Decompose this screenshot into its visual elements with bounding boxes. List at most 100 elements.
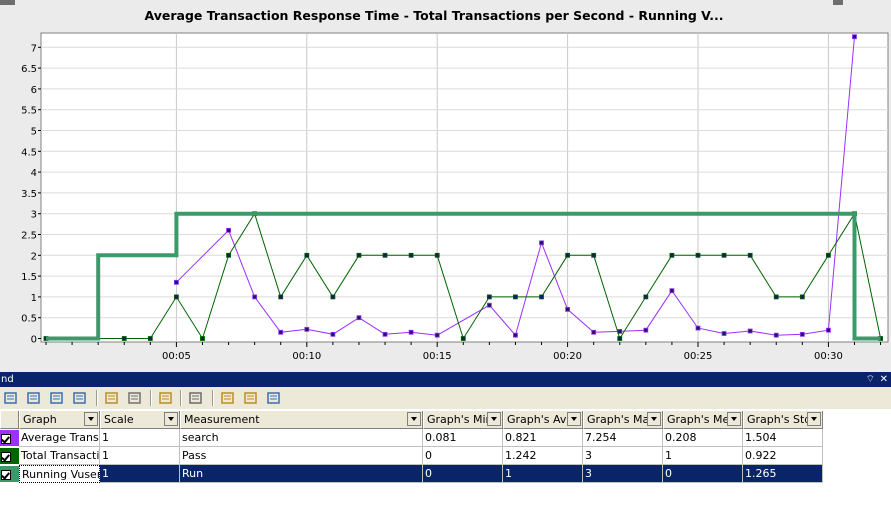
visibility-checkbox[interactable] <box>1 434 11 444</box>
data-point[interactable] <box>226 227 231 233</box>
data-point[interactable] <box>330 294 336 300</box>
data-point[interactable] <box>721 252 727 258</box>
data-point[interactable] <box>591 329 597 335</box>
columns-icon[interactable] <box>188 390 204 406</box>
data-point[interactable] <box>826 327 831 333</box>
data-point[interactable] <box>200 336 205 341</box>
data-point[interactable] <box>826 252 831 258</box>
data-point[interactable] <box>513 332 518 338</box>
data-point[interactable] <box>304 326 310 332</box>
chart-plot[interactable]: 0 0.5 1 1.5 2 2.5 3 3.5 4 4.5 5 5.5 6 6.5 7 00:05 00:10 0… <box>0 0 891 372</box>
print-preview-icon[interactable] <box>158 390 174 406</box>
header-check-column[interactable] <box>0 411 19 429</box>
data-point[interactable] <box>356 315 362 321</box>
cell-scale: 1 <box>100 465 180 483</box>
data-point[interactable] <box>382 252 388 258</box>
dropdown-arrow-icon[interactable] <box>807 412 821 426</box>
data-point[interactable] <box>799 294 805 300</box>
data-point[interactable] <box>773 332 779 338</box>
toolbar-separator <box>212 390 214 406</box>
pin-icon[interactable]: ⌔ <box>865 374 875 385</box>
data-point[interactable] <box>617 336 623 341</box>
dropdown-arrow-icon[interactable] <box>567 412 581 426</box>
data-point[interactable] <box>486 302 492 308</box>
cell-measurement: Pass <box>180 447 423 465</box>
data-point[interactable] <box>852 34 857 40</box>
copy-icon[interactable] <box>127 390 143 406</box>
close-icon[interactable]: ✕ <box>879 374 888 385</box>
export-icon[interactable] <box>104 390 120 406</box>
data-point[interactable] <box>799 331 805 337</box>
data-point[interactable] <box>434 252 440 258</box>
header-std[interactable]: Graph's Std. <box>743 411 823 429</box>
data-point[interactable] <box>278 329 284 335</box>
data-point[interactable] <box>643 294 649 300</box>
legend-icon-c[interactable] <box>266 390 282 406</box>
toolbar-separator <box>150 390 152 406</box>
data-point[interactable] <box>408 329 414 335</box>
data-point[interactable] <box>408 252 414 258</box>
legend-row[interactable]: Average Transa 1 search 0.081 0.821 7.254 0.20… <box>0 429 823 447</box>
data-point[interactable] <box>695 252 701 258</box>
data-point[interactable] <box>539 240 544 246</box>
visibility-checkbox[interactable] <box>1 452 11 462</box>
data-point[interactable] <box>460 336 466 341</box>
data-point[interactable] <box>278 294 284 300</box>
data-point[interactable] <box>382 331 388 337</box>
data-point[interactable] <box>591 252 597 258</box>
data-point[interactable] <box>669 252 675 258</box>
data-point[interactable] <box>304 252 310 258</box>
header-min[interactable]: Graph's Mini <box>423 411 503 429</box>
series-line-3[interactable] <box>46 211 881 341</box>
data-point[interactable] <box>252 294 258 300</box>
y-tick-label: 6 <box>31 85 37 96</box>
data-point[interactable] <box>747 252 753 258</box>
data-point[interactable] <box>539 294 544 300</box>
legend-settings-icon[interactable] <box>3 390 19 406</box>
visibility-checkbox[interactable] <box>1 470 11 480</box>
data-point[interactable] <box>513 294 518 300</box>
y-tick-label: 2 <box>31 251 37 262</box>
configure-columns-icon[interactable] <box>26 390 42 406</box>
filter-icon[interactable] <box>72 390 88 406</box>
legend-icon-a[interactable] <box>220 390 236 406</box>
data-point[interactable] <box>330 331 336 337</box>
data-point[interactable] <box>643 327 649 333</box>
show-hide-icon[interactable] <box>49 390 65 406</box>
data-point[interactable] <box>226 252 231 258</box>
dropdown-arrow-icon[interactable] <box>487 412 501 426</box>
legend-row[interactable]: Total Transactic 1 Pass 0 1.242 3 1 0.922 <box>0 447 823 465</box>
window-edge <box>833 0 843 5</box>
dropdown-arrow-icon[interactable] <box>647 412 661 426</box>
header-max[interactable]: Graph's Max <box>583 411 663 429</box>
data-point[interactable] <box>121 336 127 341</box>
data-point[interactable] <box>356 252 362 258</box>
data-point[interactable] <box>565 306 570 312</box>
data-point[interactable] <box>695 325 701 331</box>
data-point[interactable] <box>773 294 779 300</box>
series-color-swatch <box>0 448 19 464</box>
header-measurement[interactable]: Measurement <box>180 411 423 429</box>
dropdown-arrow-icon[interactable] <box>84 412 98 426</box>
chart-title: Average Transaction Response Time - Tota… <box>144 8 724 23</box>
dropdown-arrow-icon[interactable] <box>164 412 178 426</box>
legend-row[interactable]: Running Vusers 1 Run 0 1 3 0 1.265 <box>0 465 823 483</box>
legend-icon-b[interactable] <box>243 390 259 406</box>
header-median[interactable]: Graph's Med <box>663 411 743 429</box>
data-point[interactable] <box>147 336 153 341</box>
header-scale[interactable]: Scale <box>100 411 180 429</box>
data-point[interactable] <box>434 332 440 338</box>
data-point[interactable] <box>721 331 727 336</box>
header-avg[interactable]: Graph's Ave <box>503 411 583 429</box>
data-point[interactable] <box>173 279 179 285</box>
data-point[interactable] <box>486 294 492 300</box>
dropdown-arrow-icon[interactable] <box>407 412 421 426</box>
header-graph[interactable]: Graph <box>19 411 100 429</box>
dropdown-arrow-icon[interactable] <box>727 412 741 426</box>
data-point[interactable] <box>669 288 675 294</box>
data-point[interactable] <box>173 294 179 300</box>
data-point[interactable] <box>565 252 570 258</box>
legend-titlebar[interactable]: nd ⌔ ✕ <box>0 372 891 387</box>
legend-toolbar <box>0 387 891 409</box>
data-point[interactable] <box>747 328 753 334</box>
